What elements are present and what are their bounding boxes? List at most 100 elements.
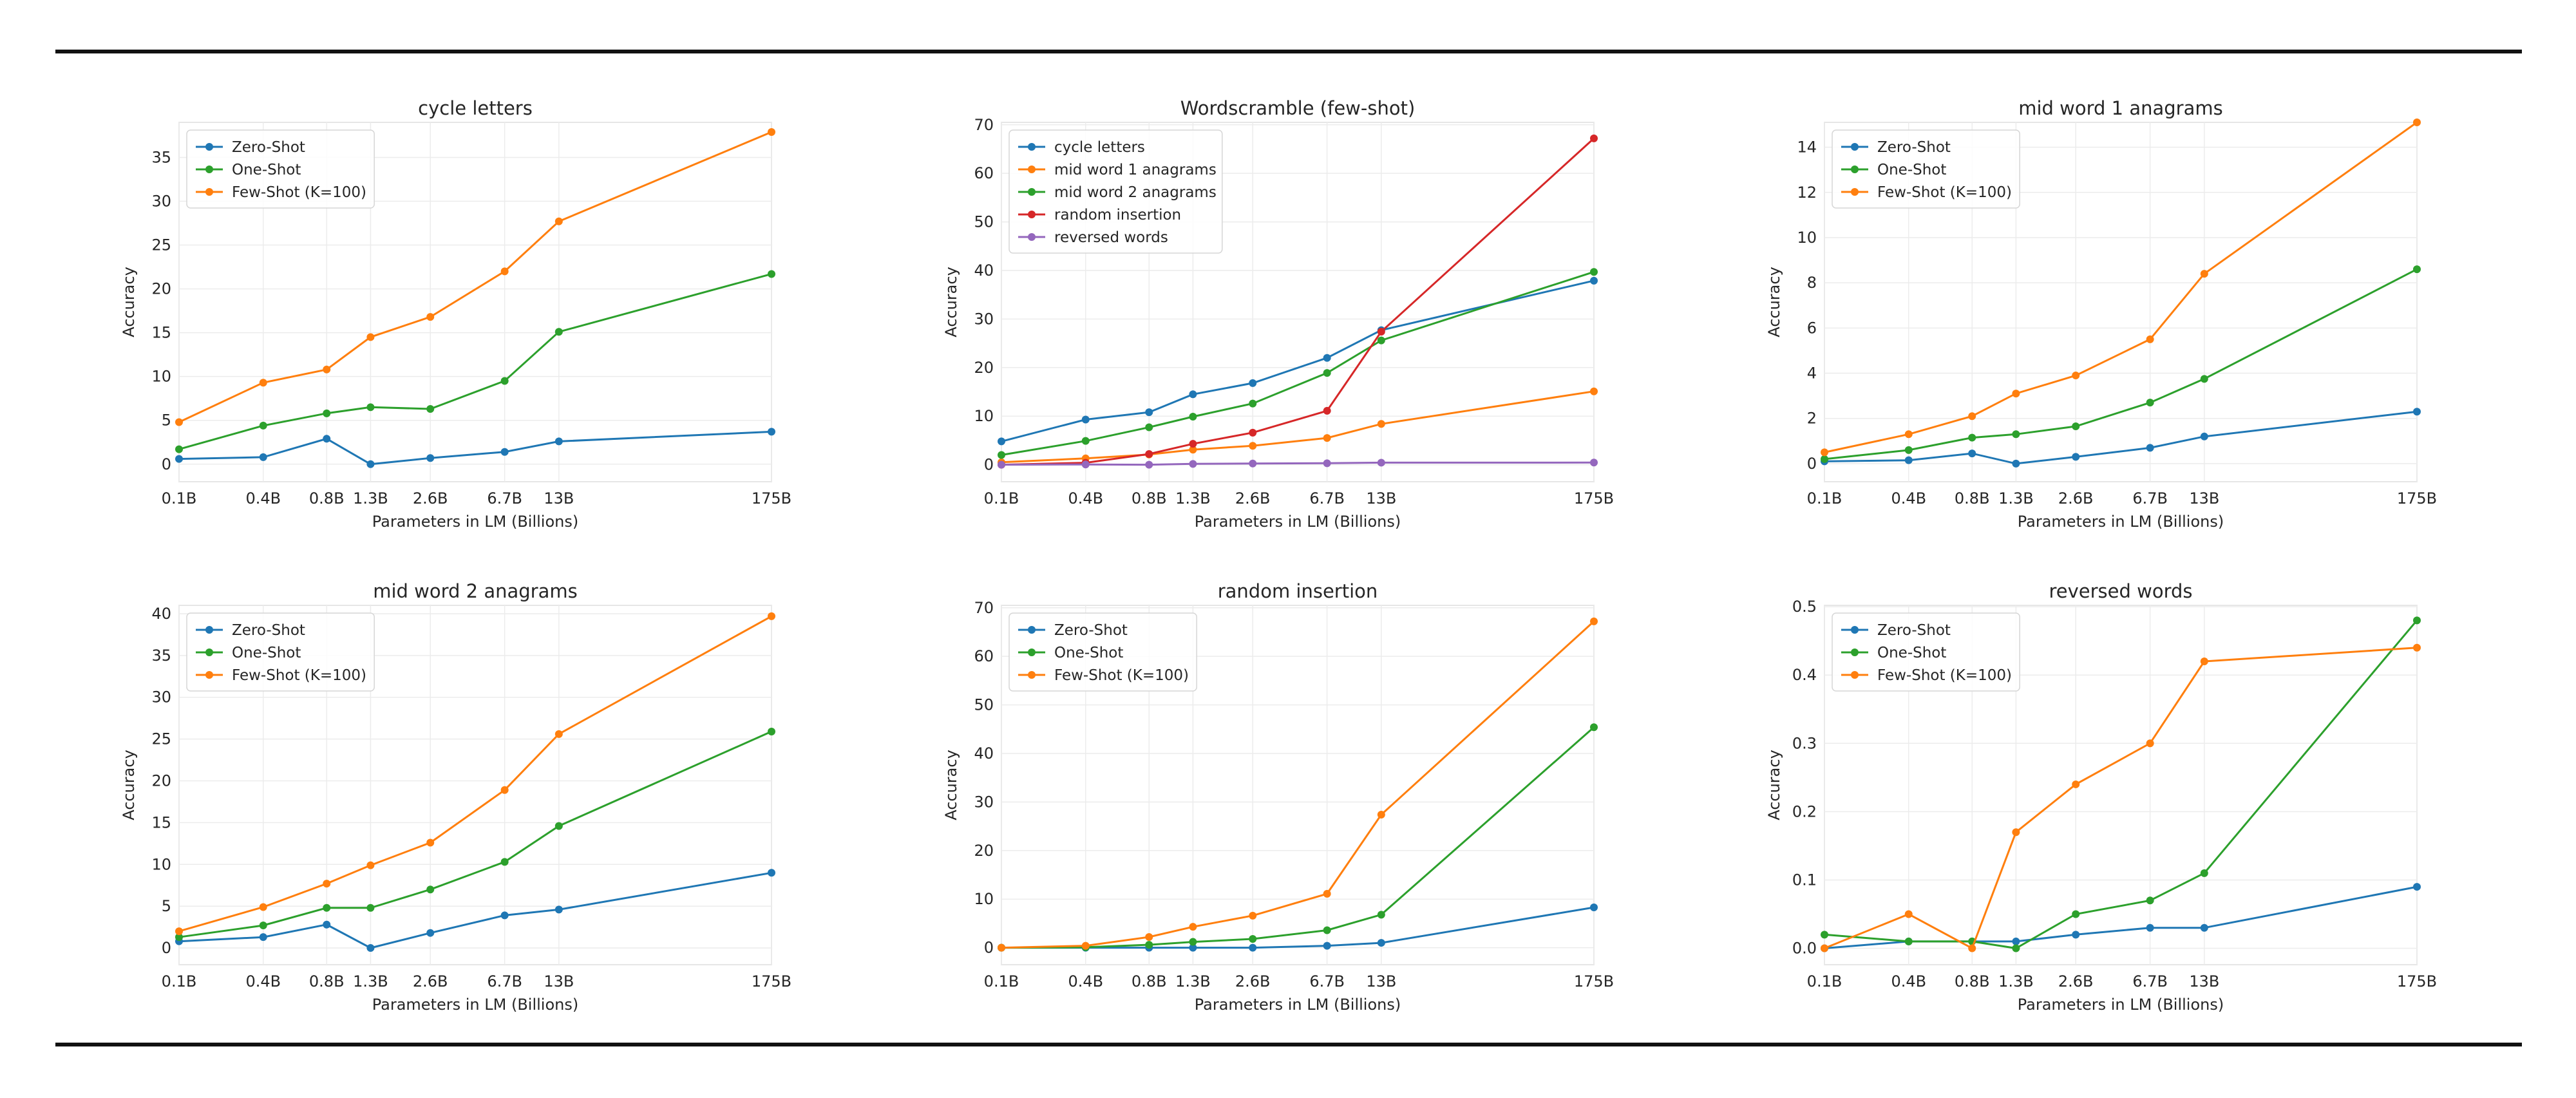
data-point bbox=[2200, 375, 2208, 383]
x-tick-label: 0.4B bbox=[245, 489, 281, 507]
data-point bbox=[1590, 904, 1598, 912]
data-point bbox=[426, 929, 435, 937]
data-point bbox=[2012, 828, 2020, 837]
legend: Zero-Shot One-Shot Few-Shot (K=100) bbox=[186, 129, 375, 209]
data-point bbox=[1377, 459, 1385, 467]
series-line bbox=[1824, 268, 2418, 460]
data-point bbox=[1377, 420, 1385, 428]
legend-label: Zero-Shot bbox=[232, 622, 305, 639]
legend-swatch-marker bbox=[205, 626, 213, 634]
data-point bbox=[366, 403, 375, 412]
y-tick-label: 30 bbox=[151, 192, 171, 210]
chart-title: reversed words bbox=[2049, 580, 2192, 602]
data-point bbox=[500, 377, 509, 385]
legend-frame bbox=[186, 129, 375, 209]
data-point bbox=[259, 922, 267, 930]
legend-label: cycle letters bbox=[1054, 139, 1145, 156]
series-line bbox=[178, 131, 772, 423]
legend-frame bbox=[1009, 129, 1223, 254]
legend: Zero-Shot One-Shot Few-Shot (K=100) bbox=[186, 612, 375, 692]
data-point bbox=[1904, 910, 1913, 918]
x-tick-label: 2.6B bbox=[1235, 489, 1271, 507]
y-tick-label: 4 bbox=[1807, 364, 1817, 383]
x-tick-label: 2.6B bbox=[2058, 489, 2094, 507]
legend-swatch-marker bbox=[1028, 188, 1036, 196]
legend-swatch-marker bbox=[1851, 626, 1859, 634]
y-tick-label: 6 bbox=[1807, 319, 1817, 337]
x-tick-label: 175B bbox=[2397, 489, 2437, 507]
y-axis-label: Accuracy bbox=[120, 750, 138, 820]
y-tick-label: 0 bbox=[1807, 455, 1817, 473]
y-tick-label: 25 bbox=[151, 236, 171, 254]
series-few-shot-k-100 bbox=[175, 612, 775, 936]
data-point bbox=[1145, 450, 1153, 459]
y-tick-label: 35 bbox=[151, 647, 171, 665]
data-point bbox=[2072, 453, 2080, 461]
data-point bbox=[1904, 446, 1913, 454]
x-axis-label: Parameters in LM (Billions) bbox=[372, 996, 578, 1014]
data-point bbox=[2200, 923, 2208, 932]
y-tick-label: 0 bbox=[162, 939, 171, 957]
data-point bbox=[2146, 923, 2154, 932]
legend: Zero-Shot One-Shot Few-Shot (K=100) bbox=[1832, 129, 2020, 209]
data-point bbox=[1323, 354, 1331, 362]
data-point bbox=[1249, 379, 1257, 387]
series-line bbox=[1001, 461, 1595, 466]
y-tick-label: 30 bbox=[974, 310, 994, 328]
x-tick-label: 13B bbox=[1366, 489, 1396, 507]
data-point bbox=[1189, 938, 1197, 946]
data-point bbox=[768, 612, 775, 620]
series-line bbox=[1001, 137, 1595, 466]
y-tick-label: 50 bbox=[974, 213, 994, 231]
y-tick-label: 20 bbox=[974, 842, 994, 860]
data-point bbox=[2072, 780, 2080, 788]
data-point bbox=[2146, 896, 2154, 905]
y-tick-label: 30 bbox=[974, 793, 994, 811]
legend-swatch-marker bbox=[205, 143, 213, 151]
legend-label: One-Shot bbox=[232, 162, 301, 178]
x-axis-label: Parameters in LM (Billions) bbox=[1195, 996, 1401, 1014]
y-tick-label: 10 bbox=[151, 368, 171, 386]
data-point bbox=[1323, 369, 1331, 377]
legend-label: Few-Shot (K=100) bbox=[1877, 667, 2012, 684]
data-point bbox=[2072, 422, 2080, 431]
legend-swatch-marker bbox=[1851, 166, 1859, 173]
x-tick-label: 2.6B bbox=[2058, 972, 2094, 990]
series-one-shot bbox=[175, 270, 775, 453]
y-tick-label: 12 bbox=[1797, 184, 1817, 202]
data-point bbox=[1145, 460, 1153, 469]
legend-swatch-marker bbox=[1851, 188, 1859, 196]
data-point bbox=[1249, 442, 1257, 450]
data-point bbox=[1821, 448, 1828, 457]
data-point bbox=[1590, 387, 1598, 395]
y-tick-label: 10 bbox=[974, 890, 994, 908]
data-point bbox=[2012, 937, 2020, 945]
series-line bbox=[1001, 726, 1595, 949]
data-point bbox=[1377, 939, 1385, 947]
data-point bbox=[1189, 460, 1197, 468]
x-tick-label: 0.1B bbox=[1807, 972, 1842, 990]
top-rule bbox=[55, 50, 2522, 53]
legend-label: mid word 2 anagrams bbox=[1054, 184, 1217, 201]
data-point bbox=[500, 267, 509, 276]
legend-label: Few-Shot (K=100) bbox=[1054, 667, 1189, 684]
data-point bbox=[1081, 415, 1090, 424]
data-point bbox=[2012, 430, 2020, 439]
x-tick-label: 13B bbox=[2189, 489, 2219, 507]
x-tick-label: 0.1B bbox=[1807, 489, 1842, 507]
x-tick-label: 0.1B bbox=[162, 972, 197, 990]
x-tick-label: 0.1B bbox=[162, 489, 197, 507]
data-point bbox=[1377, 810, 1385, 819]
y-tick-label: 20 bbox=[974, 359, 994, 377]
data-point bbox=[500, 911, 509, 920]
x-tick-label: 6.7B bbox=[487, 489, 522, 507]
chart-panel-1: 0.1B 0.4B 0.8B 1.3B 2.6B 6.7B 13B 175B 0 5 10 15 20 2… bbox=[120, 97, 791, 531]
data-point bbox=[2072, 372, 2080, 380]
x-tick-label: 6.7B bbox=[2132, 972, 2168, 990]
series-zero-shot bbox=[175, 869, 775, 952]
data-point bbox=[323, 409, 331, 417]
data-point bbox=[500, 448, 509, 456]
chart-panel-3: 0.1B 0.4B 0.8B 1.3B 2.6B 6.7B 13B 175B 0 2 4 6 8 10 12… bbox=[1765, 97, 2437, 531]
data-point bbox=[2413, 118, 2421, 126]
data-point bbox=[768, 428, 775, 436]
